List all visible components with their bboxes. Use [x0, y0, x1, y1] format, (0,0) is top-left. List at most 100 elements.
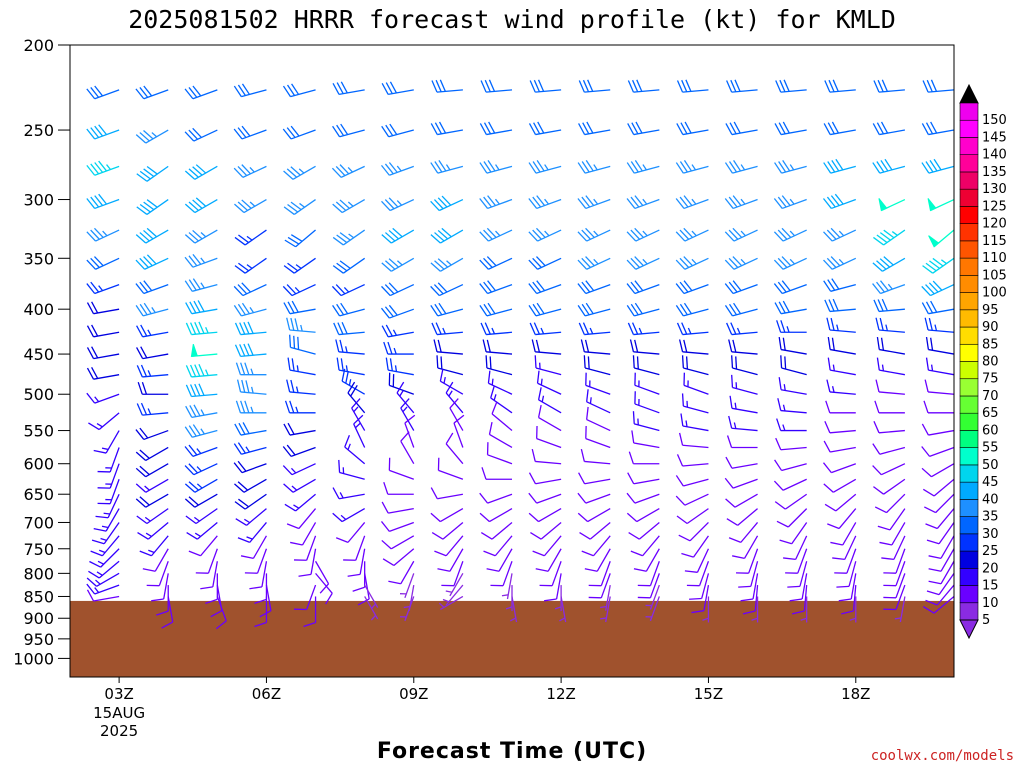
barb-feather — [728, 339, 733, 352]
wind-barb — [676, 508, 709, 525]
wind-barb — [332, 198, 365, 214]
barb-shaft — [928, 329, 955, 333]
barb-half-feather — [98, 549, 106, 554]
wind-barb — [184, 164, 218, 180]
barb-feather — [385, 357, 389, 371]
barb-feather — [139, 281, 149, 293]
wind-barb — [925, 584, 955, 606]
barb-shaft — [929, 446, 955, 457]
barb-feather — [91, 324, 99, 337]
wind-barb — [627, 472, 660, 485]
barb-feather — [184, 203, 196, 214]
barb-half-feather — [789, 198, 795, 205]
barb-feather — [143, 256, 153, 267]
wind-barb — [139, 535, 169, 557]
barb-shaft — [784, 493, 808, 510]
barb-feather — [879, 317, 884, 331]
barb-feather — [90, 229, 100, 240]
wind-barb — [874, 400, 905, 414]
barb-feather — [584, 568, 598, 572]
barb-half-feather — [736, 327, 741, 335]
colorbar-label: 10 — [982, 596, 999, 611]
barb-feather — [283, 265, 295, 274]
wind-barb — [185, 363, 218, 378]
wind-barb — [86, 346, 120, 360]
y-tick-label: 1000 — [13, 649, 54, 668]
barb-shaft — [682, 425, 709, 432]
barb-shaft — [634, 493, 660, 504]
barb-half-feather — [894, 617, 902, 620]
barb-feather — [189, 405, 197, 417]
wind-barb — [88, 412, 120, 431]
wind-barb — [826, 379, 856, 395]
barb-shaft — [692, 535, 709, 558]
barb-feather — [341, 321, 348, 335]
barb-feather — [198, 383, 205, 396]
barb-feather — [584, 339, 590, 353]
barb-shaft — [829, 429, 856, 434]
barb-shaft — [364, 596, 379, 620]
barb-feather — [90, 257, 100, 268]
barb-feather — [91, 301, 99, 314]
barb-shaft — [787, 508, 808, 528]
wind-barb — [600, 584, 611, 611]
barb-shaft — [195, 508, 218, 525]
barb-feather — [237, 127, 247, 138]
barb-shaft — [142, 374, 169, 378]
barb-half-feather — [101, 525, 109, 529]
barb-feather — [433, 199, 444, 210]
barb-shaft — [831, 257, 857, 270]
colorbar-segment — [959, 188, 979, 207]
wind-barb — [583, 355, 611, 376]
barb-feather — [925, 122, 934, 135]
barb-feather — [732, 195, 742, 206]
barb-feather — [628, 451, 634, 464]
wind-barb — [234, 229, 267, 246]
colorbar-label: 55 — [982, 441, 999, 456]
barb-feather — [528, 198, 538, 209]
wind-barb — [364, 584, 379, 610]
y-tick-label: 450 — [23, 345, 54, 364]
wind-barb — [491, 401, 513, 432]
barb-half-feather — [403, 605, 411, 609]
wind-barb — [742, 585, 759, 615]
barb-half-feather — [687, 327, 692, 335]
barb-feather — [581, 161, 590, 173]
barb-half-feather — [593, 164, 598, 171]
barb-feather — [577, 198, 587, 209]
barb-shaft — [486, 165, 513, 174]
wind-barb — [86, 324, 120, 338]
wind-barb — [479, 508, 513, 523]
barb-feather — [188, 463, 199, 474]
barb-shaft — [240, 391, 267, 395]
wind-barb — [827, 508, 857, 530]
wind-barb — [430, 508, 464, 523]
barb-feather — [728, 303, 738, 316]
barb-feather — [161, 621, 174, 629]
barb-feather — [290, 166, 301, 176]
barb-shaft — [488, 382, 513, 395]
barb-half-feather — [881, 364, 885, 371]
barb-shaft — [830, 369, 856, 376]
barb-half-feather — [491, 327, 496, 335]
wind-barb — [286, 379, 316, 395]
barb-feather — [135, 259, 146, 270]
barb-feather — [286, 168, 298, 178]
barb-feather — [874, 400, 880, 414]
barb-feather — [89, 560, 102, 568]
barb-feather — [822, 198, 832, 209]
barb-shaft — [832, 478, 857, 493]
barb-feather — [337, 322, 344, 335]
barb-shaft — [587, 508, 611, 523]
barb-shaft — [634, 403, 660, 414]
wind-barb — [284, 229, 316, 248]
barb-shaft — [743, 535, 759, 559]
barb-shaft — [633, 129, 660, 136]
wind-barb — [529, 79, 562, 93]
wind-barb — [93, 508, 120, 532]
barb-feather — [430, 285, 440, 297]
barb-shaft — [453, 561, 464, 586]
wind-barb — [335, 522, 366, 543]
wind-barb — [778, 336, 807, 355]
barb-half-feather — [838, 230, 845, 237]
